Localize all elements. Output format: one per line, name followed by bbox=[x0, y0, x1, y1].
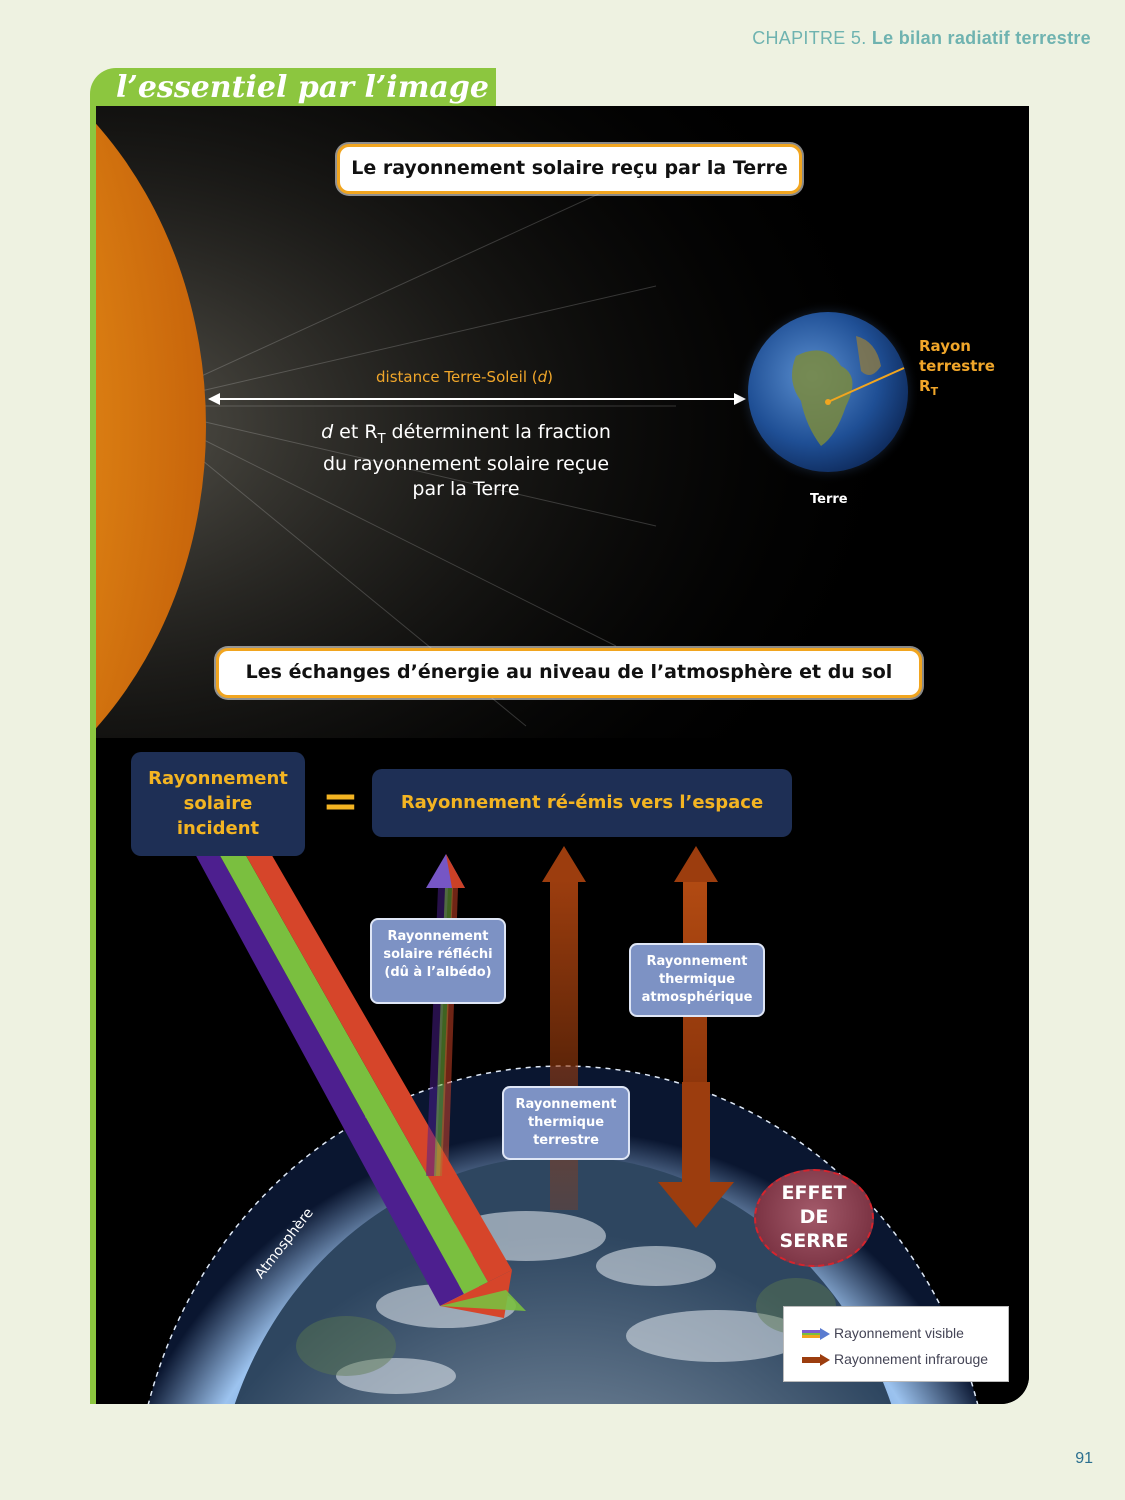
statement-line1-a: et R bbox=[333, 421, 378, 443]
greenhouse-effect-badge: EFFET DE SERRE bbox=[754, 1169, 874, 1267]
statement: d et RT déterminent la fraction du rayon… bbox=[276, 420, 656, 502]
incident-line1: Rayonnement bbox=[148, 768, 288, 789]
title-energy-exchanges: Les échanges d’énergie au niveau de l’at… bbox=[216, 648, 922, 698]
statement-line1-b: déterminent la fraction bbox=[385, 421, 611, 443]
chapter-heading: CHAPITRE 5. Le bilan radiatif terrestre bbox=[752, 28, 1091, 49]
statement-line3: par la Terre bbox=[412, 477, 520, 500]
distance-label-text: distance Terre-Soleil ( bbox=[376, 368, 538, 386]
ground-thermal-line1: Rayonnement bbox=[515, 1097, 617, 1112]
chapter-title: Le bilan radiatif terrestre bbox=[871, 28, 1091, 48]
legend-visible-arrow-icon bbox=[802, 1328, 830, 1340]
legend-infrared-text: Rayonnement infrarouge bbox=[834, 1351, 989, 1367]
reflected-line3: (dû à l’albédo) bbox=[384, 965, 492, 980]
atm-thermal-line3: atmosphérique bbox=[641, 990, 753, 1005]
reflected-box: Rayonnement solaire réfléchi (dû à l’alb… bbox=[370, 918, 506, 1004]
reemitted-box: Rayonnement ré-émis vers l’espace bbox=[372, 769, 792, 837]
chapter-prefix: CHAPITRE 5. bbox=[752, 28, 867, 48]
ground-thermal-line2: thermique bbox=[527, 1115, 605, 1130]
ir-terrestrial-arrow bbox=[550, 880, 578, 1210]
title-energy-exchanges-text: Les échanges d’énergie au niveau de l’at… bbox=[245, 661, 893, 683]
statement-sub: T bbox=[377, 431, 386, 447]
legend: Rayonnement visible Rayonnement infrarou… bbox=[783, 1306, 1009, 1382]
reemitted-text: Rayonnement ré-émis vers l’espace bbox=[400, 792, 764, 813]
statement-var: d bbox=[321, 421, 334, 443]
incident-box: Rayonnement solaire incident bbox=[131, 752, 305, 856]
equals-sign: = bbox=[322, 776, 359, 827]
radius-label: Rayon terrestre RT bbox=[919, 336, 995, 402]
radius-line2: terrestre bbox=[919, 357, 995, 375]
ir-atmospheric-down-arrow bbox=[682, 1082, 710, 1192]
radius-symbol-line: RT bbox=[919, 376, 995, 402]
greenhouse-line1: EFFET bbox=[781, 1182, 847, 1204]
incident-line3: incident bbox=[176, 818, 260, 839]
radius-sub: T bbox=[930, 385, 939, 398]
distance-label: distance Terre-Soleil (d) bbox=[376, 368, 553, 386]
reflected-line1: Rayonnement bbox=[387, 929, 489, 944]
atmospheric-thermal-box: Rayonnement thermique atmosphérique bbox=[629, 943, 765, 1017]
radius-symbol: R bbox=[919, 377, 931, 395]
legend-infrared-arrow-icon bbox=[802, 1354, 830, 1366]
section-tab-label: l’essentiel par l’image bbox=[116, 70, 489, 105]
incident-line2: solaire bbox=[183, 793, 253, 814]
ground-thermal-line3: terrestre bbox=[533, 1133, 599, 1148]
sun bbox=[96, 123, 206, 729]
page-number: 91 bbox=[1075, 1450, 1093, 1467]
section-rail bbox=[90, 100, 99, 1404]
illustration-panel: Le rayonnement solaire reçu par la Terre… bbox=[96, 106, 1029, 1404]
greenhouse-line3: SERRE bbox=[779, 1230, 849, 1252]
section-tab: l’essentiel par l’image bbox=[90, 68, 496, 110]
atm-thermal-line2: thermique bbox=[658, 972, 736, 987]
atm-thermal-line1: Rayonnement bbox=[646, 954, 748, 969]
radius-line1: Rayon bbox=[919, 337, 971, 355]
terrestrial-thermal-box: Rayonnement thermique terrestre bbox=[502, 1086, 630, 1160]
distance-close: ) bbox=[547, 368, 553, 386]
legend-visible-text: Rayonnement visible bbox=[834, 1325, 964, 1341]
reflected-line2: solaire réfléchi bbox=[383, 947, 493, 962]
title-solar-received: Le rayonnement solaire reçu par la Terre bbox=[337, 144, 802, 194]
title-solar-received-text: Le rayonnement solaire reçu par la Terre bbox=[351, 157, 788, 179]
greenhouse-line2: DE bbox=[799, 1206, 829, 1228]
earth-label: Terre bbox=[810, 492, 848, 507]
statement-line2: du rayonnement solaire reçue bbox=[322, 452, 610, 475]
distance-var: d bbox=[537, 368, 548, 386]
statement-line1: d et RT déterminent la fraction bbox=[276, 420, 656, 452]
